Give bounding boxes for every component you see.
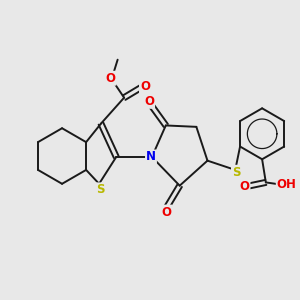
Text: O: O: [140, 80, 150, 93]
Text: S: S: [96, 183, 104, 196]
Text: S: S: [232, 166, 240, 179]
Text: O: O: [144, 95, 154, 108]
Text: N: N: [146, 150, 156, 164]
Text: OH: OH: [277, 178, 297, 191]
Text: O: O: [106, 72, 116, 85]
Text: O: O: [162, 206, 172, 219]
Text: O: O: [239, 180, 250, 193]
